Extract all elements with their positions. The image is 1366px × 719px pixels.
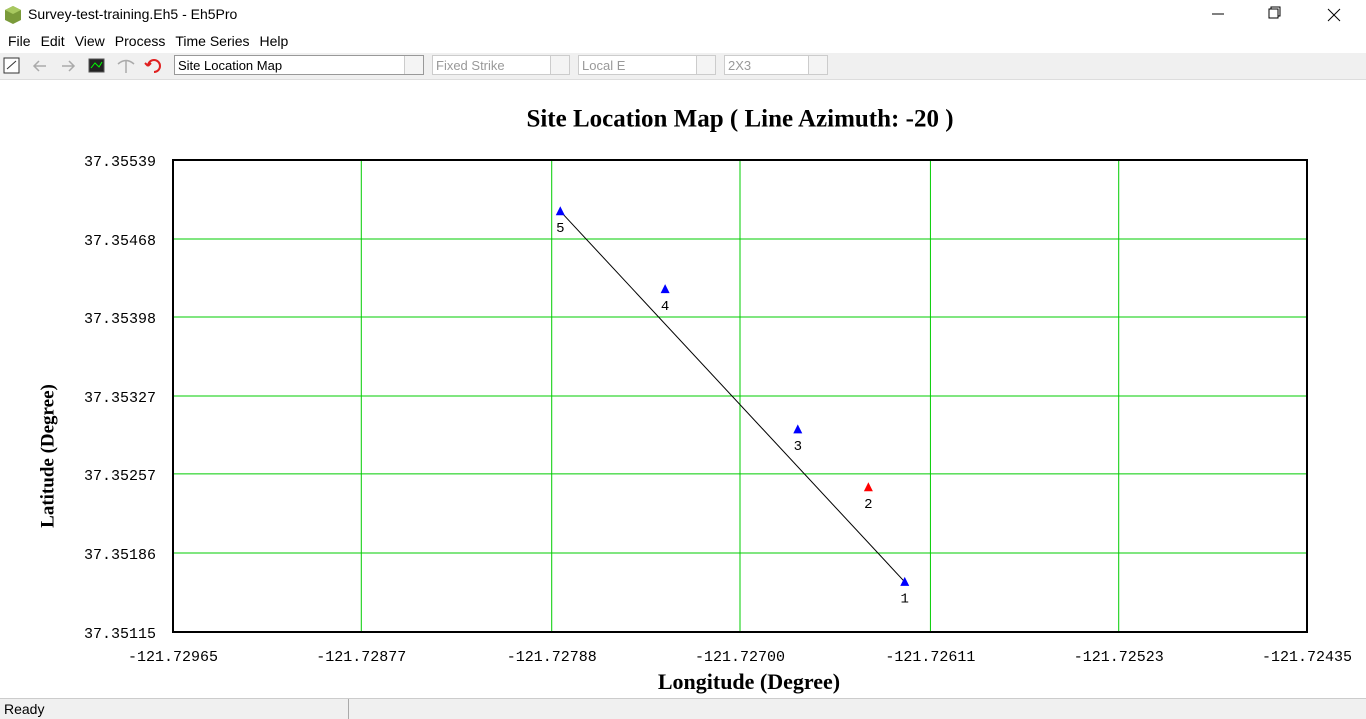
site-marker [900, 576, 910, 586]
combo-text: Fixed Strike [436, 58, 505, 73]
menu-bar: File Edit View Process Time Series Help [0, 30, 1366, 52]
site-label: 3 [794, 439, 802, 455]
strike-combo[interactable]: Fixed Strike [432, 55, 570, 75]
window-controls[interactable] [1190, 0, 1366, 30]
y-tick-label: 37.35468 [84, 233, 156, 250]
combo-arrow[interactable] [808, 56, 827, 74]
site-label: 1 [901, 592, 909, 608]
y-tick-label: 37.35257 [84, 468, 156, 485]
combo-arrow[interactable] [696, 56, 715, 74]
y-tick-label: 37.35186 [84, 547, 156, 564]
site-marker [793, 424, 803, 434]
component-combo[interactable]: Local E [578, 55, 716, 75]
chart-title: Site Location Map ( Line Azimuth: -20 ) [526, 106, 953, 133]
x-tick-label: -121.72435 [1262, 649, 1352, 666]
y-axis-label: Latitude (Degree) [37, 384, 58, 528]
profile-line [559, 210, 906, 583]
menu-item[interactable]: Help [259, 33, 289, 49]
view-combo[interactable]: Site Location Map [174, 55, 424, 75]
x-tick-label: -121.72700 [695, 649, 785, 666]
layout-combo[interactable]: 2X3 [724, 55, 828, 75]
status-text: Ready [4, 701, 45, 717]
combo-text: 2X3 [728, 58, 752, 73]
site-label: 4 [661, 299, 669, 315]
y-tick-label: 37.35539 [84, 154, 156, 171]
y-tick-label: 37.35327 [84, 390, 156, 407]
toolbar: Site Location Map Fixed Strike Local E 2… [0, 53, 1366, 80]
menu-item[interactable]: Time Series [175, 33, 250, 49]
status-bar: Ready [0, 698, 1366, 719]
site-label: 5 [556, 221, 564, 237]
toolbar-icons[interactable] [2, 56, 172, 76]
y-tick-label: 37.35115 [84, 626, 156, 643]
menu-item[interactable]: Process [114, 33, 166, 49]
combo-text: Local E [582, 58, 626, 73]
x-tick-label: -121.72965 [128, 649, 218, 666]
combo-arrow[interactable] [550, 56, 569, 74]
site-label: 2 [864, 497, 872, 513]
status-divider [348, 699, 349, 719]
window-title: Survey-test-training.Eh5 - Eh5Pro [28, 6, 238, 22]
app-icon [5, 6, 21, 24]
plot-frame [172, 159, 1308, 633]
x-tick-label: -121.72877 [316, 649, 406, 666]
site-marker [863, 482, 873, 492]
menu-item[interactable]: File [8, 33, 31, 49]
combo-arrow[interactable] [404, 56, 423, 74]
site-marker [660, 284, 670, 294]
title-bar: Survey-test-training.Eh5 - Eh5Pro [0, 0, 1366, 30]
y-tick-label: 37.35398 [84, 311, 156, 328]
menu-item[interactable]: View [74, 33, 105, 49]
x-axis-label: Longitude (Degree) [658, 669, 840, 694]
x-tick-label: -121.72611 [885, 649, 975, 666]
combo-text: Site Location Map [178, 58, 283, 73]
menu-item[interactable]: Edit [40, 33, 65, 49]
x-tick-label: -121.72788 [507, 649, 597, 666]
site-marker [555, 206, 565, 216]
x-tick-label: -121.72523 [1074, 649, 1164, 666]
chart: Site Location Map ( Line Azimuth: -20 ) … [37, 106, 1352, 694]
